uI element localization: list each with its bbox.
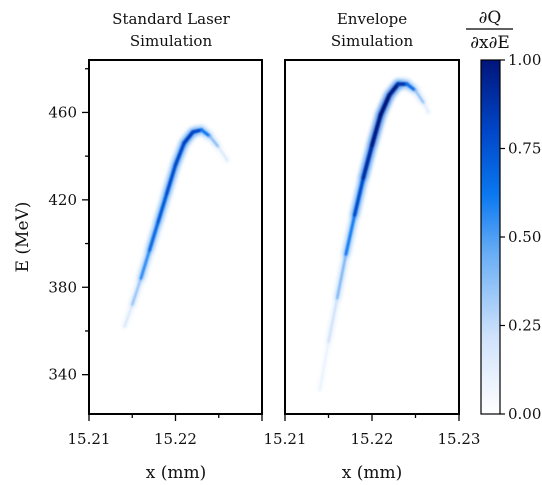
right-beam-segment <box>387 82 401 97</box>
colorbar-tick-label: 0.50 <box>508 228 541 246</box>
right-panel: Envelope Simulation 15.21 15.22 15.23 x (m… <box>264 10 481 483</box>
left-beam-segment <box>123 303 134 328</box>
right-beam-segment <box>405 82 418 93</box>
right-beam-segment <box>335 253 348 300</box>
right-beam-segment <box>344 213 357 256</box>
right-x-axis: 15.21 15.22 15.23 <box>264 414 481 448</box>
colorbar-ticks: 1.00 0.75 0.50 0.25 0.00 <box>500 51 541 423</box>
right-beam-core <box>318 82 430 391</box>
left-ylabel: E (MeV) <box>13 202 33 273</box>
colorbar: ∂Q ∂x∂E 1.00 0.75 0.50 0.25 0.00 <box>466 8 541 423</box>
right-beam-halo <box>317 79 431 393</box>
left-beam-segment <box>182 130 195 145</box>
right-xlabel: x (mm) <box>342 463 403 483</box>
colorbar-label-denominator: ∂x∂E <box>470 33 510 53</box>
right-beam-segment <box>327 297 339 343</box>
left-beam-segment <box>139 248 151 280</box>
colorbar-tick-label: 0.25 <box>508 317 541 335</box>
left-beam-segment <box>173 141 186 167</box>
right-beam-segment <box>352 176 366 217</box>
right-x-tick-label: 15.22 <box>351 430 394 448</box>
left-beam-segment <box>147 220 160 252</box>
right-beam-segment <box>423 102 430 114</box>
left-xlabel: x (mm) <box>146 463 207 483</box>
right-beam-segment <box>361 143 374 180</box>
right-x-tick-label: 15.23 <box>438 430 481 448</box>
colorbar-tick-label: 0.00 <box>508 405 541 423</box>
left-y-tick-label: 420 <box>48 191 77 209</box>
left-y-axis: 460 420 380 340 <box>48 68 89 384</box>
left-plot-frame <box>88 59 263 415</box>
left-y-tick-label: 460 <box>48 103 77 121</box>
left-beam-segment <box>199 128 212 139</box>
right-title-line1: Envelope <box>337 10 407 28</box>
right-plot-frame <box>284 59 460 415</box>
right-x-tick-label: 15.21 <box>264 430 307 448</box>
colorbar-label-numerator: ∂Q <box>479 8 502 28</box>
left-x-tick-label: 15.21 <box>68 430 111 448</box>
right-beam-segment <box>378 92 392 117</box>
colorbar-tick-label: 0.75 <box>508 140 541 158</box>
left-beam-segment <box>208 135 220 149</box>
colorbar-gradient <box>480 59 501 415</box>
left-heatmap <box>122 125 230 330</box>
left-beam-segment <box>217 146 229 162</box>
left-beam-segment <box>156 191 169 224</box>
left-beam-core <box>123 128 229 328</box>
right-heatmap <box>317 79 431 393</box>
colorbar-tick-label: 1.00 <box>508 51 541 69</box>
left-y-tick-label: 380 <box>48 278 77 296</box>
left-y-tick-label: 340 <box>48 366 77 384</box>
left-beam-segment <box>165 163 178 196</box>
right-beam-segment <box>370 112 383 148</box>
left-title-line1: Standard Laser <box>112 10 230 28</box>
left-beam-segment <box>131 277 143 306</box>
right-title-line2: Simulation <box>331 32 414 50</box>
left-x-axis: 15.21 15.22 <box>68 414 263 448</box>
left-x-tick-label: 15.22 <box>154 430 197 448</box>
left-panel: Standard Laser Simulation 460 420 380 340 1… <box>13 10 263 483</box>
right-beam-segment <box>318 341 330 391</box>
right-beam-segment <box>414 89 426 105</box>
left-title-line2: Simulation <box>130 32 213 50</box>
